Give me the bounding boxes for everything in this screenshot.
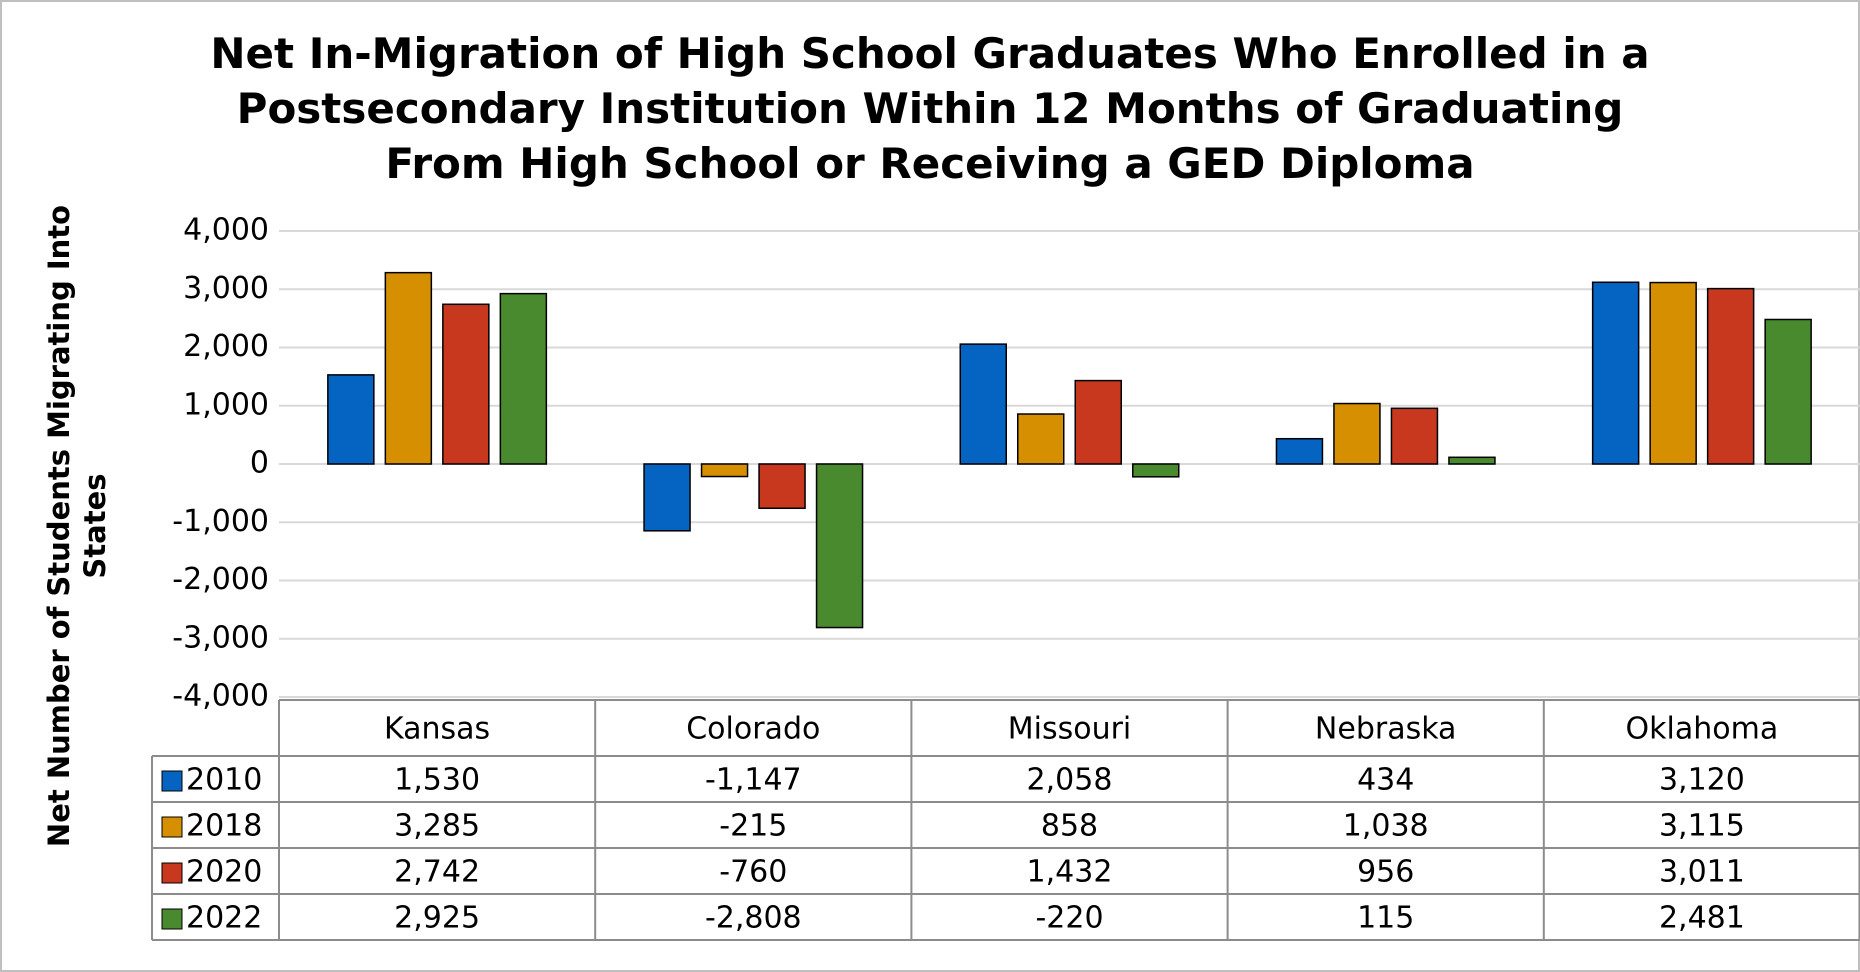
bar [1017, 413, 1065, 465]
table-cell: -215 [719, 809, 787, 844]
y-tick-label: -1,000 [172, 504, 269, 539]
legend-key [161, 908, 183, 930]
bar [758, 463, 806, 510]
legend-key [161, 770, 183, 792]
y-tick-label: -2,000 [172, 562, 269, 597]
bar [700, 463, 749, 478]
legend-key [161, 862, 183, 884]
table-cell: 1,038 [1343, 809, 1429, 844]
y-tick-label: 4,000 [183, 213, 269, 248]
y-tick-label: -3,000 [172, 620, 269, 655]
bar [815, 463, 864, 629]
table-cell: -760 [719, 855, 787, 890]
y-tick-label: 3,000 [183, 271, 269, 306]
bar [1074, 379, 1122, 465]
x-tick-label: Missouri [1008, 712, 1132, 747]
legend-label: 2010 [186, 763, 262, 798]
table-cell: 3,120 [1659, 763, 1745, 798]
bar [1649, 281, 1697, 465]
bar [384, 271, 433, 465]
chart-title: Net In-Migration of High School Graduate… [210, 29, 1650, 188]
bar [1275, 437, 1324, 465]
table-cell: -220 [1035, 901, 1103, 936]
table-cell: 3,011 [1659, 855, 1745, 890]
legend-label: 2020 [186, 855, 262, 890]
table-cell: 2,481 [1659, 901, 1745, 936]
bar [1333, 402, 1381, 465]
y-axis-label: Net Number of Students Migrating Into St… [42, 204, 112, 848]
table-cell: 115 [1357, 901, 1414, 936]
table-cell: 956 [1357, 855, 1414, 890]
bar [643, 463, 691, 532]
bar [327, 374, 375, 465]
y-tick-label: -4,000 [172, 679, 269, 714]
bar [1764, 318, 1812, 465]
bar [1132, 463, 1180, 478]
table-cell: 2,058 [1027, 763, 1113, 798]
legend-label: 2022 [186, 901, 262, 936]
bar [1448, 456, 1496, 465]
table-cell: 2,742 [394, 855, 480, 890]
table-cell: 1,432 [1027, 855, 1113, 890]
table-cell: -2,808 [705, 901, 802, 936]
x-tick-label: Kansas [384, 712, 490, 747]
legend-key [161, 816, 183, 838]
table-cell: 1,530 [394, 763, 480, 798]
bar [499, 292, 548, 465]
x-tick-label: Oklahoma [1626, 712, 1779, 747]
bar [1591, 281, 1640, 465]
bar [959, 343, 1007, 465]
y-tick-label: 0 [250, 446, 269, 481]
table-cell: 858 [1041, 809, 1098, 844]
legend-label: 2018 [186, 809, 262, 844]
x-tick-label: Nebraska [1315, 712, 1457, 747]
table-cell: -1,147 [705, 763, 802, 798]
y-tick-label: 2,000 [183, 329, 269, 364]
bar [1706, 287, 1755, 465]
x-tick-label: Colorado [686, 712, 820, 747]
bar [1390, 407, 1439, 465]
table-cell: 3,285 [394, 809, 480, 844]
table-cell: 2,925 [394, 901, 480, 936]
table-cell: 434 [1357, 763, 1414, 798]
table-cell: 3,115 [1659, 809, 1745, 844]
y-tick-label: 1,000 [183, 387, 269, 422]
bar [442, 303, 490, 465]
